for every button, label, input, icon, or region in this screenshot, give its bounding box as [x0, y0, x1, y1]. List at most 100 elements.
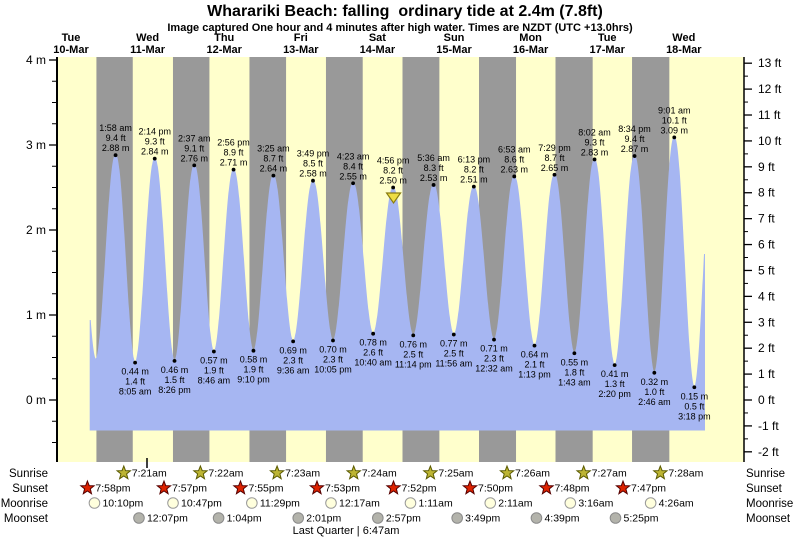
sunset-time: 7:48pm [554, 483, 589, 495]
date-label: 11-Mar [130, 44, 166, 56]
moonset-moon-icon [530, 512, 543, 524]
tide-low-label: 0.46 m [161, 365, 189, 375]
sunrise-star-icon [192, 464, 209, 480]
tide-point-dot [632, 154, 637, 158]
tide-high-label: 8.7 ft [263, 154, 284, 164]
sunrise-star-icon [652, 464, 669, 480]
sunrise-time: 7:24am [362, 468, 397, 480]
tide-low-label: 1.5 ft [165, 375, 186, 385]
sunrise-time: 7:25am [438, 468, 473, 480]
sunrise-star-icon [575, 464, 592, 480]
tide-point-dot [652, 370, 657, 375]
tide-high-label: 2.88 m [102, 143, 130, 153]
tide-low-label: 1.0 ft [644, 387, 665, 397]
sunset-star-icon [79, 479, 96, 495]
moonrise-moon-icon [88, 497, 101, 509]
astro-row-label-left: Moonset [4, 513, 49, 525]
date-label: 14-Mar [360, 44, 396, 56]
date-label: 12-Mar [206, 44, 242, 56]
sunset-star-icon [155, 479, 172, 495]
right-axis-tick-label: 1 ft [758, 367, 775, 381]
day-of-week-label: Wed [672, 32, 695, 44]
tide-point-dot [113, 153, 118, 158]
tide-low-label: 11:56 am [435, 359, 472, 369]
moonrise-time: 3:16am [578, 498, 613, 510]
tide-high-label: 9.3 ft [585, 137, 606, 147]
tide-high-label: 6:13 pm [458, 155, 491, 165]
tide-point-dot [552, 172, 557, 177]
tide-high-label: 2:37 am [178, 133, 211, 143]
tide-point-dot [172, 359, 177, 363]
astro-row-label-right: Moonrise [746, 498, 793, 510]
tide-low-label: 2.6 ft [363, 348, 384, 358]
moonset-moon-icon [133, 512, 145, 524]
tide-low-label: 0.76 m [399, 339, 427, 349]
tide-high-label: 5:36 am [417, 153, 450, 163]
tide-high-label: 9.4 ft [106, 133, 127, 143]
tide-high-label: 2.84 m [141, 147, 169, 157]
sunrise-time: 7:21am [132, 468, 167, 480]
tide-high-label: 3:49 pm [297, 149, 330, 159]
tide-high-label: 2.50 m [379, 176, 407, 186]
tide-point-dot [133, 360, 137, 365]
sunrise-star-icon [115, 464, 132, 480]
tide-low-label: 0.15 m [681, 391, 709, 401]
tide-low-label: 0.41 m [601, 369, 629, 379]
tide-curve [89, 136, 705, 431]
tide-point-dot [411, 333, 416, 338]
tide-point-dot [271, 173, 276, 178]
sunset-time: 7:47pm [631, 483, 666, 495]
moonset-time: 5:25pm [623, 513, 658, 525]
tide-low-label: 1:13 pm [518, 370, 551, 380]
tide-point-dot [692, 385, 697, 390]
tide-high-label: 7:29 pm [538, 143, 571, 153]
tide-low-label: 0.77 m [440, 339, 468, 349]
tide-high-label: 9.4 ft [625, 134, 646, 144]
date-label: 18-Mar [666, 44, 702, 56]
tide-low-label: 2.3 ft [484, 354, 505, 364]
tide-point-dot [371, 331, 376, 336]
tide-low-label: 0.64 m [521, 350, 549, 360]
right-axis-tick-label: 13 ft [758, 56, 782, 70]
tide-low-label: 9:10 pm [237, 375, 270, 385]
tide-low-label: 8:26 pm [158, 385, 191, 395]
current-time-marker-group [385, 192, 402, 205]
moon-phase-label: Last Quarter | 6:47am [293, 525, 400, 537]
tide-high-label: 8.4 ft [343, 161, 364, 171]
date-label: 13-Mar [283, 44, 319, 56]
moonset-time: 2:01pm [306, 513, 341, 525]
moonset-moon-icon [372, 512, 384, 524]
tide-low-label: 0.44 m [121, 367, 149, 377]
sunset-time: 7:50pm [478, 483, 513, 495]
date-label: 17-Mar [589, 44, 625, 56]
sunset-star-icon [232, 479, 249, 495]
left-axis-tick-label: 2 m [26, 223, 46, 237]
tide-low-label: 12:32 am [475, 364, 513, 374]
tide-point-dot [431, 183, 436, 187]
sunset-star-icon [615, 479, 632, 495]
tide-point-dot [251, 348, 256, 353]
right-axis-tick-label: 8 ft [758, 186, 775, 200]
tide-high-label: 8.7 ft [544, 153, 565, 163]
right-axis-tick-label: 12 ft [758, 82, 782, 96]
tide-high-label: 4:56 pm [377, 156, 410, 166]
tide-low-label: 8:46 am [198, 376, 231, 386]
sunset-time: 7:55pm [248, 483, 283, 495]
astro-row-label-left: Sunset [12, 483, 49, 495]
right-axis-tick-label: 3 ft [758, 315, 775, 329]
sunrise-star-icon [499, 464, 516, 480]
tide-high-label: 2.71 m [220, 158, 248, 168]
tide-high-label: 8.2 ft [383, 166, 404, 176]
tide-low-label: 0.70 m [319, 345, 347, 355]
sunset-time: 7:52pm [402, 483, 437, 495]
right-axis-tick-label: 5 ft [758, 263, 775, 277]
tide-high-label: 9.1 ft [184, 143, 205, 153]
date-label: 15-Mar [436, 44, 472, 56]
tide-low-label: 8:05 am [119, 387, 152, 397]
date-axis: Tue10-MarWed11-MarThu12-MarFri13-MarSat1… [53, 32, 702, 56]
tide-point-dot [532, 343, 537, 348]
tide-low-label: 2.5 ft [444, 349, 465, 359]
right-axis-tick-label: 10 ft [758, 134, 782, 148]
tide-high-label: 8.3 ft [424, 163, 445, 173]
